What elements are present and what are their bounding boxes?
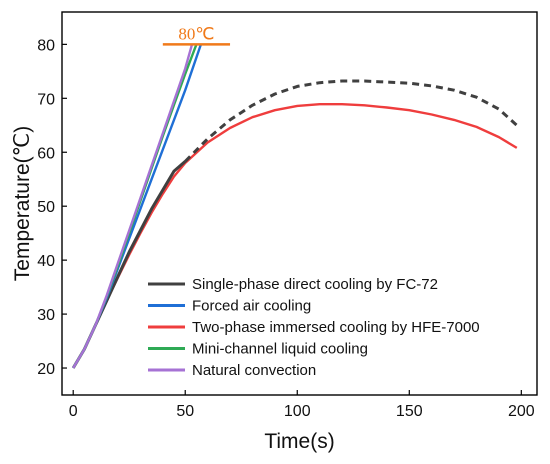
x-axis-label: Time(s)	[264, 430, 334, 453]
threshold-label: 80℃	[178, 24, 214, 43]
legend-label-forced-air-cooling: Forced air cooling	[192, 298, 311, 315]
y-tick-label: 20	[37, 361, 55, 378]
x-tick-label: 100	[284, 403, 311, 420]
legend-label-mini-channel-liquid-cooling: Mini-channel liquid cooling	[192, 341, 368, 358]
x-tick-label: 50	[176, 403, 194, 420]
plot-frame	[61, 11, 538, 396]
natural-convection-line	[72, 44, 194, 369]
y-tick-label: 50	[37, 199, 55, 216]
y-tick-label: 40	[37, 253, 55, 270]
plot-lines	[71, 43, 518, 369]
single-phase-direct-cooling-by-fc-72-dashed-line	[184, 79, 518, 163]
axis-ticks: 0 50 100 150 200 20 30 40 50 60 70 80	[37, 37, 535, 420]
y-axis-label: Temperature(℃)	[11, 126, 34, 281]
x-tick-label: 150	[396, 403, 423, 420]
y-tick-label: 30	[37, 307, 55, 324]
annotation-80c: 80℃	[162, 24, 231, 46]
x-tick-label: 0	[69, 403, 78, 420]
legend-label-natural-convection: Natural convection	[192, 362, 316, 379]
x-tick-label: 200	[508, 403, 535, 420]
y-tick-label: 60	[37, 145, 55, 162]
legend-label-single-phase-direct-cooling-by-fc-72: Single-phase direct cooling by FC-72	[192, 276, 438, 293]
y-tick-label: 70	[37, 91, 55, 108]
legend: Single-phase direct cooling by FC-72 Forc…	[148, 276, 480, 379]
legend-label-two-phase-immersed-cooling-by-hfe-7000: Two-phase immersed cooling by HFE-7000	[192, 319, 480, 336]
y-tick-label: 80	[37, 37, 55, 54]
